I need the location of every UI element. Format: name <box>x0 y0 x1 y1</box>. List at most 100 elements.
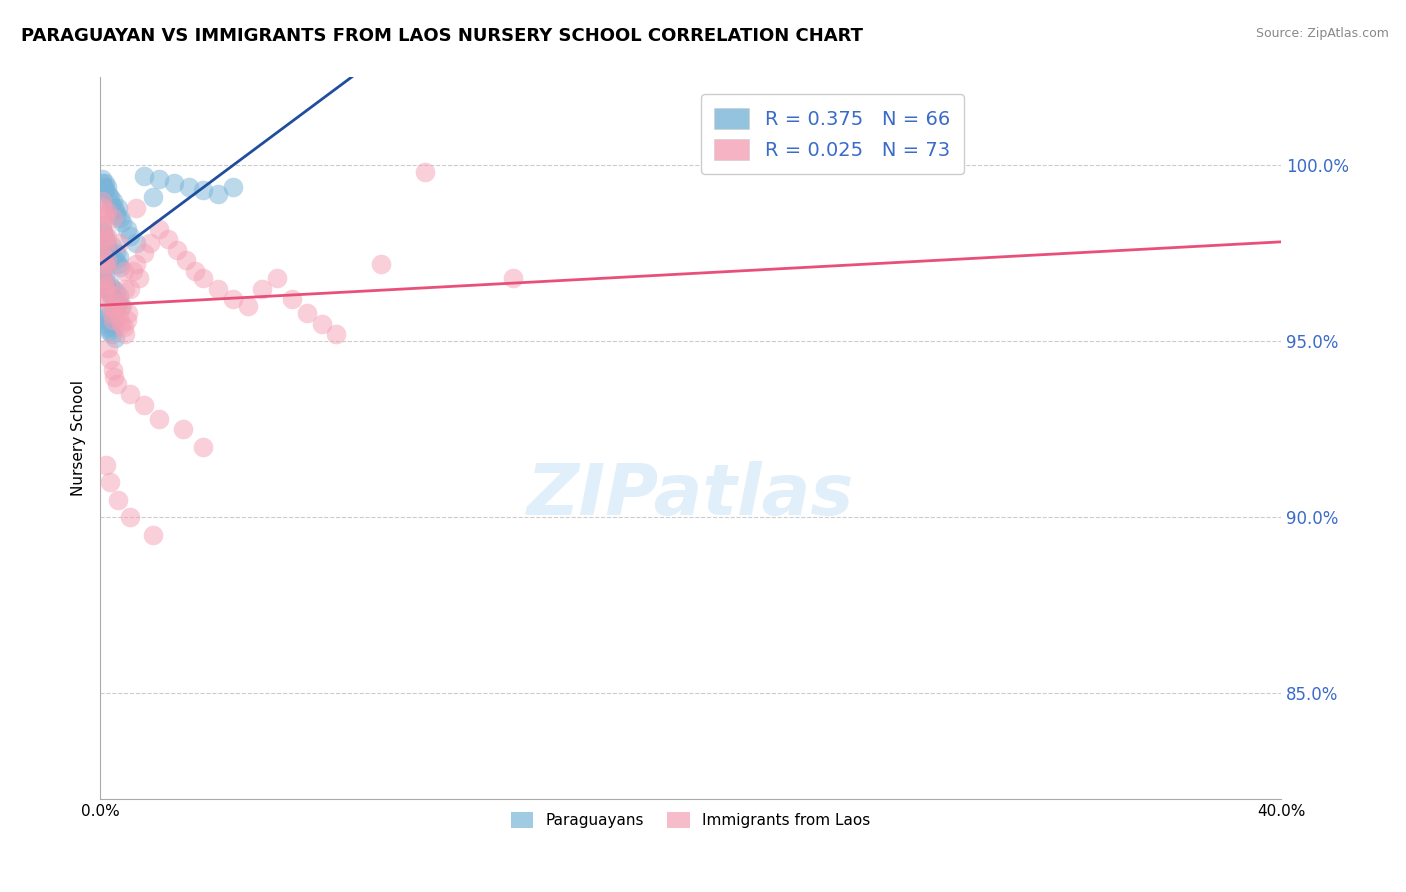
Point <box>222 292 245 306</box>
Point <box>91 221 114 235</box>
Point <box>103 320 125 334</box>
Point <box>112 320 135 334</box>
Point <box>163 176 186 190</box>
Point <box>139 235 162 250</box>
Point <box>124 201 146 215</box>
Point <box>93 232 115 246</box>
Point <box>114 327 136 342</box>
Point <box>281 292 304 306</box>
Point <box>108 310 131 324</box>
Point <box>413 165 436 179</box>
Point <box>91 271 114 285</box>
Point <box>103 313 125 327</box>
Point <box>112 264 135 278</box>
Point <box>111 215 134 229</box>
Point <box>101 250 124 264</box>
Point <box>107 295 129 310</box>
Point <box>93 179 115 194</box>
Point <box>118 510 141 524</box>
Point <box>94 235 117 250</box>
Point <box>107 295 129 310</box>
Point <box>107 201 129 215</box>
Point <box>94 260 117 275</box>
Point <box>103 201 125 215</box>
Point <box>193 271 215 285</box>
Point <box>96 282 118 296</box>
Text: PARAGUAYAN VS IMMIGRANTS FROM LAOS NURSERY SCHOOL CORRELATION CHART: PARAGUAYAN VS IMMIGRANTS FROM LAOS NURSE… <box>21 27 863 45</box>
Point <box>96 239 118 253</box>
Point <box>295 306 318 320</box>
Point <box>97 243 120 257</box>
Point <box>166 243 188 257</box>
Point <box>90 219 112 233</box>
Text: Source: ZipAtlas.com: Source: ZipAtlas.com <box>1256 27 1389 40</box>
Point <box>96 285 118 299</box>
Point <box>222 179 245 194</box>
Point <box>93 275 115 289</box>
Point <box>93 208 115 222</box>
Point <box>98 190 121 204</box>
Point <box>105 208 128 222</box>
Point <box>134 246 156 260</box>
Point <box>252 282 274 296</box>
Point <box>90 172 112 186</box>
Point <box>90 194 112 208</box>
Point <box>115 221 138 235</box>
Point <box>177 179 200 194</box>
Point <box>100 197 122 211</box>
Point <box>93 228 115 243</box>
Point <box>110 299 132 313</box>
Point <box>118 387 141 401</box>
Point <box>104 292 127 306</box>
Point <box>193 440 215 454</box>
Point <box>94 268 117 282</box>
Point <box>107 257 129 271</box>
Point <box>108 211 131 226</box>
Point <box>104 204 127 219</box>
Point <box>98 285 121 299</box>
Point <box>311 317 333 331</box>
Point <box>103 369 125 384</box>
Point <box>101 194 124 208</box>
Point <box>502 271 524 285</box>
Point <box>105 376 128 391</box>
Point <box>103 282 125 296</box>
Point <box>96 228 118 243</box>
Point <box>91 201 114 215</box>
Point <box>115 313 138 327</box>
Y-axis label: Nursery School: Nursery School <box>72 380 86 496</box>
Point <box>110 317 132 331</box>
Point <box>134 169 156 183</box>
Point <box>94 235 117 250</box>
Point <box>97 186 120 201</box>
Point <box>157 232 180 246</box>
Point <box>193 183 215 197</box>
Point <box>108 235 131 250</box>
Point <box>174 253 197 268</box>
Point <box>103 211 125 226</box>
Point <box>124 257 146 271</box>
Point <box>110 260 132 275</box>
Point <box>124 235 146 250</box>
Point <box>98 324 121 338</box>
Point <box>100 317 122 331</box>
Point <box>101 327 124 342</box>
Point <box>207 282 229 296</box>
Point <box>91 246 114 260</box>
Point <box>370 257 392 271</box>
Point <box>134 398 156 412</box>
Point <box>93 250 115 264</box>
Legend: Paraguayans, Immigrants from Laos: Paraguayans, Immigrants from Laos <box>505 806 876 835</box>
Point <box>117 306 139 320</box>
Point <box>107 492 129 507</box>
Point <box>108 288 131 302</box>
Point <box>121 264 143 278</box>
Point <box>94 458 117 472</box>
Point <box>96 179 118 194</box>
Point <box>98 246 121 260</box>
Point <box>105 288 128 302</box>
Point <box>111 299 134 313</box>
Point <box>266 271 288 285</box>
Point <box>114 282 136 296</box>
Point <box>100 299 122 313</box>
